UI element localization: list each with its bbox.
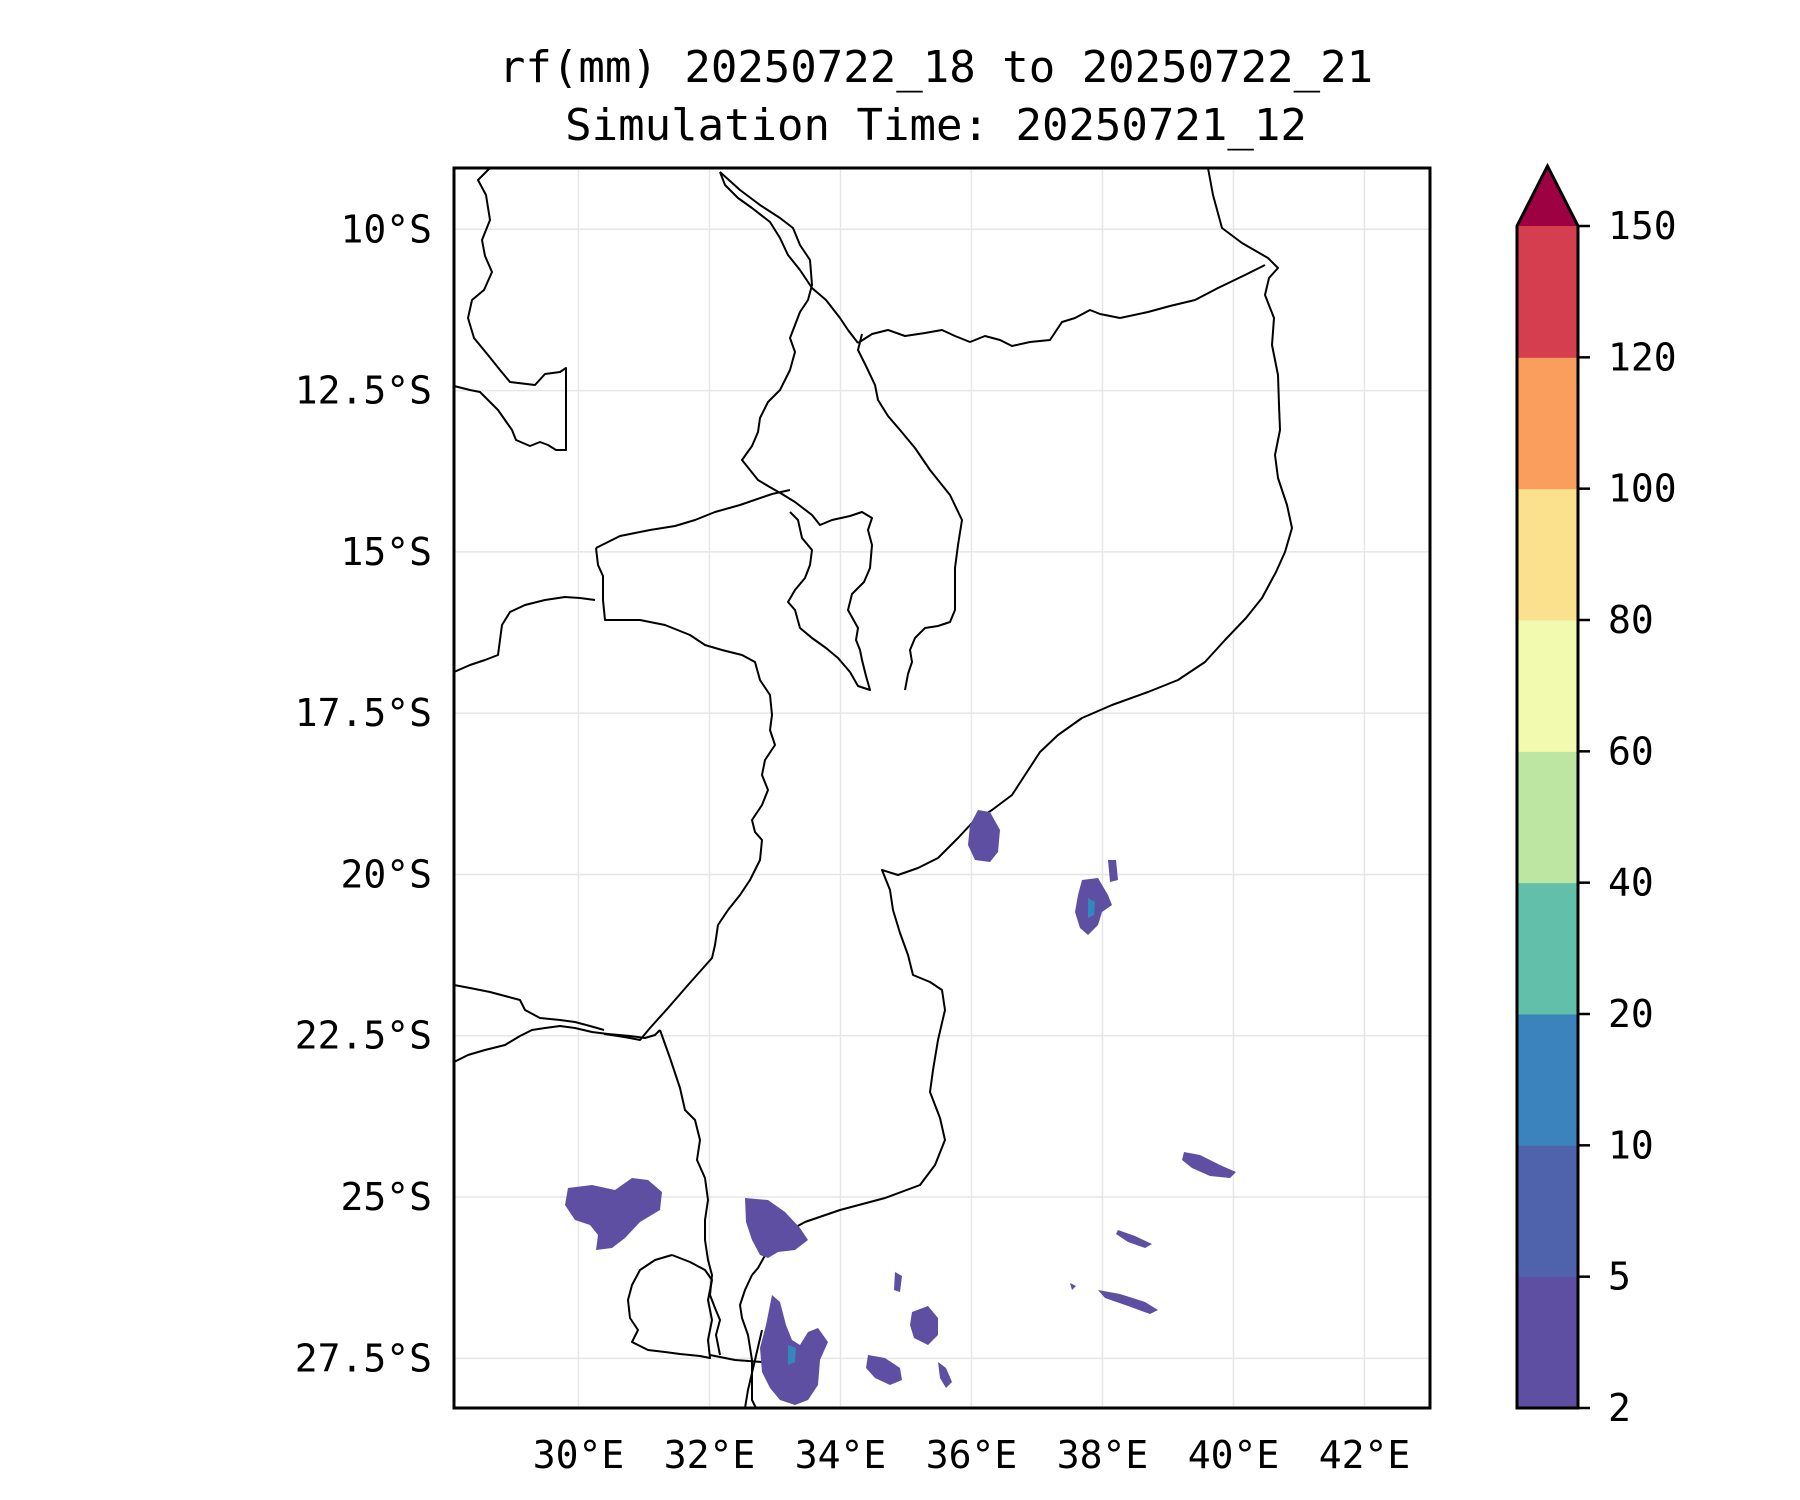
border-lesotho-fragment bbox=[709, 1354, 763, 1363]
colorbar-tick-label: 10 bbox=[1608, 1123, 1654, 1167]
colorbar-segment bbox=[1517, 751, 1578, 884]
rain-cell-kwazulu-core bbox=[788, 1345, 796, 1365]
coastline-south bbox=[739, 1274, 757, 1409]
border-sa-south-edge bbox=[744, 1329, 763, 1409]
colorbar-tick-label: 100 bbox=[1608, 467, 1677, 511]
rain-cell-offshore-2 bbox=[910, 1306, 938, 1345]
lon-tick-label: 40°E bbox=[1188, 1433, 1280, 1477]
border-zambia-mozambique bbox=[595, 489, 791, 549]
rain-cell-sa-west bbox=[565, 1178, 662, 1250]
map-borders bbox=[453, 167, 1293, 1409]
lat-tick-label: 22.5°S bbox=[295, 1014, 432, 1058]
colorbar-segment bbox=[1517, 882, 1578, 1015]
colorbar-outline bbox=[1515, 162, 1580, 1410]
rain-cell-maputo-bay bbox=[745, 1198, 808, 1258]
rain-cell-mozambique-channel-2-core bbox=[1088, 898, 1095, 918]
figure-title-line1: rf(mm) 20250722_18 to 20250722_21 bbox=[499, 42, 1373, 93]
rain-cell-offshore-5 bbox=[1182, 1152, 1236, 1178]
colorbar-tick-label: 150 bbox=[1608, 204, 1677, 248]
colorbar-tick-label: 120 bbox=[1608, 335, 1677, 379]
figure-title-line2: Simulation Time: 20250721_12 bbox=[565, 100, 1307, 151]
colorbar-tick-label: 40 bbox=[1608, 861, 1654, 905]
map-frame bbox=[452, 166, 1432, 1410]
border-zimbabwe-mozambique bbox=[595, 547, 776, 1041]
border-malawi-tanzania bbox=[719, 171, 859, 344]
rain-cell-offshore-3 bbox=[938, 1362, 952, 1388]
lon-tick-label: 42°E bbox=[1319, 1433, 1411, 1477]
colorbar-segment bbox=[1517, 226, 1578, 358]
colorbar-segment bbox=[1517, 1145, 1578, 1278]
border-malawi-east bbox=[857, 333, 963, 691]
border-malawi-west bbox=[719, 171, 873, 691]
colorbar-tick-label: 2 bbox=[1608, 1386, 1631, 1430]
lat-tick-label: 12.5°S bbox=[295, 369, 432, 413]
rain-cell-offshore-8 bbox=[1070, 1283, 1076, 1290]
lat-tick-label: 27.5°S bbox=[295, 1336, 432, 1380]
colorbar: 2 5 10 20 40 60 80 100 120 150 bbox=[1515, 162, 1677, 1430]
colorbar-extend-arrow bbox=[1517, 166, 1578, 226]
rain-cell-mozambique-channel-3 bbox=[1108, 860, 1118, 882]
colorbar-tick-label: 80 bbox=[1608, 598, 1654, 642]
border-drc-zambia bbox=[453, 167, 567, 451]
colorbar-tick-label: 20 bbox=[1608, 992, 1654, 1036]
lon-tick-label: 36°E bbox=[926, 1433, 1018, 1477]
lon-tick-label: 38°E bbox=[1057, 1433, 1149, 1477]
border-tanzania-mozambique bbox=[857, 264, 1266, 347]
colorbar-tick-label: 60 bbox=[1608, 729, 1654, 773]
rain-cell-offshore-1 bbox=[866, 1355, 902, 1385]
map-gridlines bbox=[454, 168, 1430, 1408]
border-eswatini bbox=[627, 1254, 713, 1359]
lat-tick-label: 17.5°S bbox=[295, 691, 432, 735]
border-zimbabwe-south bbox=[453, 1025, 661, 1063]
colorbar-segment bbox=[1517, 1276, 1578, 1409]
colorbar-segment bbox=[1517, 488, 1578, 621]
lon-tick-label: 32°E bbox=[664, 1433, 756, 1477]
lat-tick-label: 15°S bbox=[340, 530, 432, 574]
longitude-tick-labels: 30°E 32°E 34°E 36°E 38°E 40°E 42°E bbox=[533, 1433, 1411, 1477]
border-sa-mozambique bbox=[659, 1029, 721, 1356]
rainfall-shading bbox=[565, 810, 1236, 1405]
colorbar-segment bbox=[1517, 1014, 1578, 1146]
rain-cell-offshore-6 bbox=[1116, 1230, 1152, 1248]
map-panel: 30°E 32°E 34°E 36°E 38°E 40°E 42°E 10°S12.5°S1… bbox=[295, 166, 1432, 1477]
border-zimbabwe-botswana bbox=[453, 984, 605, 1031]
lat-tick-label: 25°S bbox=[340, 1175, 432, 1219]
rain-cell-offshore-7 bbox=[1098, 1290, 1158, 1314]
colorbar-segment bbox=[1517, 620, 1578, 752]
latitude-tick-labels: 10°S 12.5°S 15°S 17.5°S 20°S 22.5°S 25°S 27.5°S bbox=[295, 207, 432, 1380]
colorbar-segment bbox=[1517, 357, 1578, 490]
lon-tick-label: 30°E bbox=[533, 1433, 625, 1477]
coastline-east-africa bbox=[751, 167, 1293, 1276]
border-zambia-zimbabwe bbox=[453, 596, 596, 673]
colorbar-tick-label: 5 bbox=[1608, 1255, 1631, 1299]
lat-tick-label: 20°S bbox=[340, 852, 432, 896]
lat-tick-label: 10°S bbox=[340, 207, 432, 251]
rain-cell-offshore-4 bbox=[894, 1272, 902, 1292]
rain-cell-mozambique-channel-1 bbox=[968, 810, 1000, 862]
lon-tick-label: 34°E bbox=[795, 1433, 887, 1477]
